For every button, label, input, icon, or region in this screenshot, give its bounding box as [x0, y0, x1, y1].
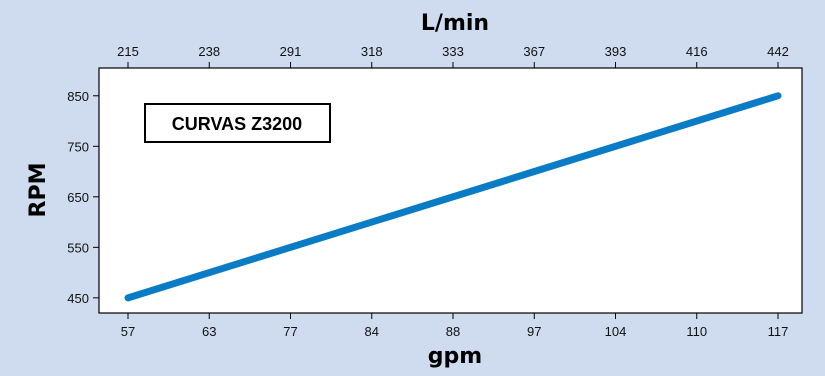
bottom-tick-label: 97 [527, 324, 541, 339]
y-tick-label: 650 [67, 190, 89, 205]
top-tick-label: 393 [605, 44, 627, 59]
top-axis-title: L/min [421, 11, 489, 36]
y-tick-label: 850 [67, 89, 89, 104]
series-layer [124, 92, 782, 302]
bottom-tick-label: 117 [768, 324, 789, 339]
title-box-text: CURVAS Z3200 [172, 114, 302, 134]
bottom-tick-label: 57 [121, 324, 135, 339]
top-axis-ticks: 215 238 291 318 333 367 393 416 442 [117, 44, 789, 68]
top-tick-label: 442 [767, 44, 789, 59]
bottom-axis-title: gpm [428, 344, 482, 369]
left-axis-ticks: 450 550 650 750 850 [67, 89, 99, 306]
top-tick-label: 238 [198, 44, 220, 59]
bottom-tick-label: 88 [446, 324, 460, 339]
top-tick-label: 291 [280, 44, 302, 59]
top-tick-label: 333 [442, 44, 464, 59]
top-tick-label: 215 [117, 44, 139, 59]
title-box: CURVAS Z3200 [144, 103, 331, 143]
bottom-tick-label: 63 [202, 324, 216, 339]
series-line [124, 92, 782, 302]
y-tick-label: 450 [67, 291, 89, 306]
bottom-axis-ticks: 57 63 77 84 88 97 104 110 117 [121, 313, 789, 339]
y-axis-title: RPM [26, 163, 51, 218]
y-tick-label: 550 [67, 240, 89, 255]
bottom-tick-label: 84 [365, 324, 379, 339]
top-tick-label: 318 [361, 44, 383, 59]
bottom-tick-label: 77 [283, 324, 297, 339]
top-tick-label: 416 [686, 44, 708, 59]
title-box-frame [144, 103, 331, 143]
y-tick-label: 750 [67, 139, 89, 154]
bottom-tick-label: 104 [605, 324, 627, 339]
top-tick-label: 367 [523, 44, 545, 59]
bottom-tick-label: 110 [686, 324, 707, 339]
